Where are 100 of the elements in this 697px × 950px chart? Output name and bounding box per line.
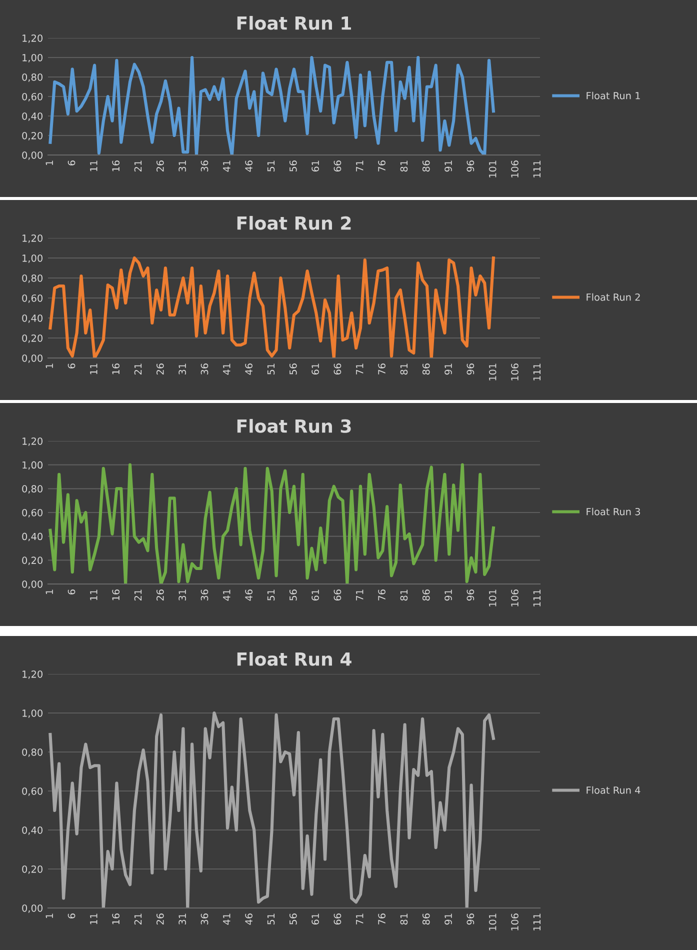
line-series <box>48 711 495 908</box>
y-tick-label: 0,20 <box>22 132 42 140</box>
x-tick-label: 76 <box>378 160 386 172</box>
x-tick-label: 101 <box>488 914 496 930</box>
x-tick-label: 66 <box>334 913 342 925</box>
x-tick-label: 71 <box>356 364 364 374</box>
y-tick-label: 1,00 <box>22 461 42 470</box>
x-tick-label: 41 <box>223 160 230 172</box>
x-tick-label: 11 <box>90 590 98 600</box>
x-tick-label: 71 <box>356 914 364 924</box>
y-tick-label: 1,00 <box>22 709 42 718</box>
y-tick-label: 0,60 <box>22 294 42 303</box>
x-tick-label: 81 <box>400 364 408 375</box>
chart-title: Float Run 4 <box>237 652 352 666</box>
x-tick-label: 86 <box>422 913 430 925</box>
line-series <box>48 463 495 584</box>
x-tick-label: 91 <box>444 590 452 601</box>
x-tick-label: 36 <box>200 160 208 172</box>
x-tick-label: 11 <box>90 160 98 172</box>
x-tick-label: 66 <box>334 363 342 375</box>
x-tick-label: 76 <box>378 363 386 374</box>
x-tick-label: 51 <box>267 914 275 924</box>
x-tick-label: 91 <box>444 364 452 375</box>
x-tick-label: 21 <box>134 160 142 172</box>
x-tick-label: 6 <box>68 160 76 166</box>
x-tick-label: 101 <box>488 160 496 178</box>
x-tick-label: 101 <box>488 364 496 380</box>
x-tick-label: 81 <box>400 160 408 172</box>
x-tick-label: 16 <box>112 363 120 374</box>
x-tick-label: 81 <box>400 590 408 601</box>
y-tick-label: 0,60 <box>22 92 42 102</box>
x-tick-label: 96 <box>466 589 474 601</box>
x-tick-label: 106 <box>511 363 518 380</box>
chart-title: Float Run 3 <box>237 418 351 433</box>
x-tick-label: 11 <box>90 364 98 374</box>
x-tick-label: 46 <box>245 160 252 172</box>
x-tick-label: 91 <box>444 914 452 925</box>
y-tick-label: 0,80 <box>22 485 42 494</box>
x-tick-label: 21 <box>134 364 142 375</box>
x-tick-label: 91 <box>444 160 452 172</box>
y-tick-label: 0,00 <box>22 151 42 160</box>
x-tick-label: 26 <box>156 160 164 172</box>
x-tick-label: 41 <box>223 364 230 375</box>
x-tick-label: 51 <box>267 590 275 600</box>
x-tick-label: 66 <box>334 160 342 172</box>
x-tick-label: 36 <box>200 913 208 924</box>
legend-label: Float Run 4 <box>586 786 640 794</box>
x-tick-label: 71 <box>356 590 364 600</box>
x-tick-label: 106 <box>511 160 518 178</box>
x-tick-label: 36 <box>200 363 208 374</box>
x-tick-label: 16 <box>112 589 120 600</box>
y-tick-label: 1,20 <box>22 437 42 446</box>
x-tick-label: 56 <box>289 363 297 374</box>
x-tick-label: 106 <box>511 913 518 930</box>
x-tick-label: 41 <box>223 914 230 925</box>
x-tick-label: 76 <box>378 913 386 924</box>
y-tick-label: 0,60 <box>22 787 42 796</box>
x-tick-label: 86 <box>422 589 430 601</box>
x-tick-label: 21 <box>134 914 142 925</box>
y-tick-label: 0,20 <box>22 334 42 343</box>
x-tick-label: 26 <box>156 913 164 925</box>
chart-title: Float Run 2 <box>237 216 351 230</box>
x-tick-label: 76 <box>378 589 386 600</box>
y-tick-label: 0,80 <box>22 748 42 757</box>
y-tick-label: 0,80 <box>22 73 42 82</box>
x-tick-label: 16 <box>112 160 120 172</box>
y-tick-label: 1,20 <box>22 670 42 679</box>
x-tick-label: 31 <box>178 160 186 172</box>
x-tick-label: 1 <box>46 914 53 918</box>
x-tick-label: 26 <box>156 589 164 601</box>
x-tick-label: 66 <box>334 589 342 601</box>
y-tick-label: 0,60 <box>22 508 42 518</box>
x-tick-label: 101 <box>488 590 496 606</box>
x-tick-label: 71 <box>356 160 364 172</box>
x-tick-label: 1 <box>46 160 53 165</box>
x-tick-label: 56 <box>289 913 297 924</box>
y-tick-label: 0,00 <box>22 580 42 589</box>
y-tick-label: 0,40 <box>22 314 42 323</box>
x-tick-label: 56 <box>289 160 297 172</box>
legend-label: Float Run 3 <box>586 508 640 516</box>
x-tick-label: 51 <box>267 160 275 172</box>
y-tick-label: 1,00 <box>22 254 42 263</box>
x-tick-label: 21 <box>134 590 142 601</box>
y-tick-label: 0,40 <box>22 112 42 121</box>
y-tick-label: 0,40 <box>22 826 42 835</box>
x-tick-label: 81 <box>400 914 408 925</box>
y-tick-label: 0,00 <box>22 904 42 913</box>
x-tick-label: 61 <box>312 160 319 172</box>
x-tick-label: 6 <box>68 363 76 368</box>
y-tick-label: 0,20 <box>22 865 42 874</box>
x-tick-label: 11 <box>90 914 98 924</box>
x-tick-label: 46 <box>245 913 252 925</box>
x-tick-label: 61 <box>312 914 319 925</box>
x-tick-label: 111 <box>533 590 540 606</box>
x-tick-label: 6 <box>68 913 76 918</box>
x-tick-label: 56 <box>289 589 297 600</box>
x-tick-label: 96 <box>466 363 474 375</box>
x-tick-label: 61 <box>312 590 319 601</box>
y-tick-label: 0,20 <box>22 556 42 565</box>
y-tick-label: 0,80 <box>22 274 42 283</box>
